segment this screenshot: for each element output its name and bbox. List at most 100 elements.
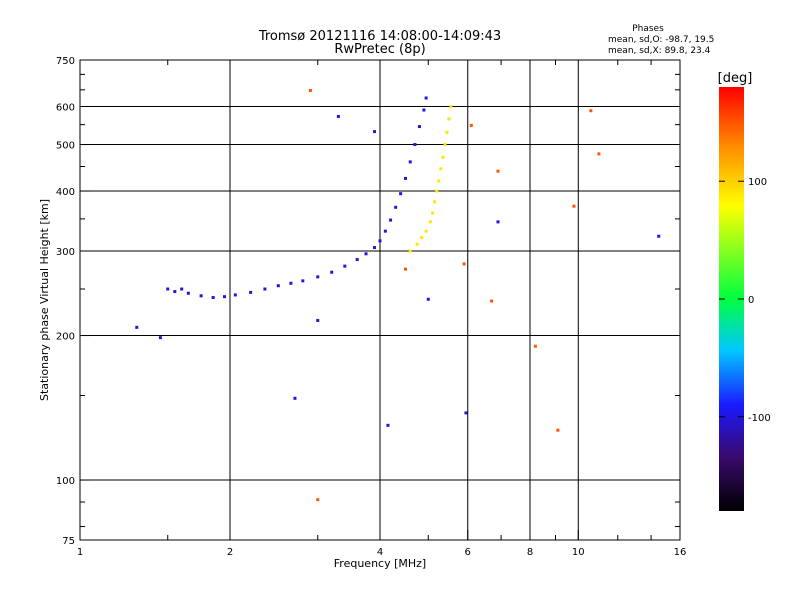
data-point — [330, 270, 334, 274]
data-point — [415, 242, 419, 246]
data-point — [316, 498, 320, 502]
chart-title: Tromsø 20121116 14:08:00-14:09:43 — [258, 29, 501, 44]
axis-ticks — [79, 59, 681, 541]
data-point — [490, 299, 494, 303]
data-point — [386, 423, 390, 427]
x-axis-label: Frequency [MHz] — [334, 557, 426, 570]
y-tick-label: 750 — [56, 56, 75, 67]
data-point — [433, 200, 437, 204]
data-point — [443, 143, 447, 147]
data-point — [424, 229, 428, 233]
data-point — [180, 287, 184, 291]
chart-subtitle: RwPretec (8p) — [334, 42, 425, 57]
data-point — [657, 234, 661, 238]
data-point — [373, 130, 377, 134]
colorbar-tick-label: 0 — [748, 295, 754, 306]
data-point — [496, 169, 500, 173]
data-point — [403, 267, 407, 271]
data-point — [223, 295, 227, 299]
y-axis-label: Stationary phase Virtual Height [km] — [38, 199, 51, 401]
x-tick-label: 1 — [77, 547, 83, 558]
data-point — [431, 211, 435, 215]
colorbar-label: [deg] — [718, 71, 753, 86]
x-tick-label: 8 — [527, 547, 533, 558]
data-point — [186, 291, 190, 295]
x-tick-label: 10 — [572, 547, 585, 558]
data-point — [426, 297, 430, 301]
data-point — [199, 294, 203, 298]
data-point — [316, 318, 320, 322]
data-point — [211, 296, 215, 300]
tick-labels: 1 2 4 6 8 10 16 75 100 200 300 400 500 600 750 — [56, 56, 686, 558]
data-point — [399, 192, 403, 196]
data-point — [469, 123, 473, 127]
data-point — [135, 325, 139, 329]
data-point — [441, 155, 445, 159]
data-point — [420, 236, 424, 240]
data-point — [462, 262, 466, 266]
data-point — [597, 152, 601, 156]
data-point — [449, 105, 453, 109]
data-point — [424, 96, 428, 100]
data-point — [158, 336, 162, 340]
y-tick-label: 100 — [56, 476, 75, 487]
data-point — [308, 88, 312, 92]
data-point — [336, 114, 340, 118]
data-point — [417, 125, 421, 129]
data-point — [316, 275, 320, 279]
data-point — [464, 411, 468, 415]
x-tick-label: 4 — [377, 547, 383, 558]
phases-mean-x: mean, sd,X: 89.8, 23.4 — [608, 46, 711, 56]
data-point — [403, 176, 407, 180]
x-tick-label: 6 — [465, 547, 471, 558]
data-point — [276, 284, 280, 288]
data-points — [135, 88, 661, 502]
y-tick-label: 300 — [56, 247, 75, 258]
data-point — [389, 218, 393, 222]
data-point — [343, 264, 347, 268]
data-point — [422, 108, 426, 112]
data-point — [394, 205, 398, 209]
x-tick-label: 16 — [674, 547, 687, 558]
colorbar-tick-label: -100 — [748, 413, 771, 424]
data-point — [293, 396, 297, 400]
grid — [80, 60, 680, 540]
data-point — [173, 290, 177, 294]
data-point — [572, 204, 576, 208]
data-point — [383, 229, 387, 233]
y-tick-label: 500 — [56, 141, 75, 152]
data-point — [496, 220, 500, 224]
data-point — [447, 117, 451, 121]
data-point — [166, 287, 170, 291]
y-tick-label: 75 — [62, 536, 75, 547]
data-point — [301, 279, 305, 283]
data-point — [435, 189, 439, 193]
data-point — [413, 143, 417, 147]
data-point — [373, 246, 377, 250]
data-point — [408, 249, 412, 253]
colorbar-ticks: 100 0 -100 — [719, 177, 771, 424]
data-point — [263, 287, 267, 291]
data-point — [533, 344, 537, 348]
data-point — [289, 281, 293, 285]
data-point — [556, 428, 560, 432]
y-tick-label: 600 — [56, 103, 75, 114]
data-point — [378, 239, 382, 243]
phases-title: Phases — [632, 24, 664, 34]
data-point — [445, 130, 449, 134]
data-point — [364, 252, 368, 256]
data-point — [249, 290, 253, 294]
data-point — [589, 109, 593, 113]
data-point — [233, 293, 237, 297]
x-tick-label: 2 — [227, 547, 233, 558]
data-point — [408, 160, 412, 164]
y-tick-label: 400 — [56, 187, 75, 198]
y-tick-label: 200 — [56, 332, 75, 343]
data-point — [437, 179, 441, 183]
data-point — [439, 167, 443, 171]
data-point — [428, 220, 432, 224]
phases-mean-o: mean, sd,O: -98.7, 19.5 — [608, 35, 714, 45]
data-point — [355, 258, 359, 262]
colorbar-tick-label: 100 — [748, 177, 767, 188]
